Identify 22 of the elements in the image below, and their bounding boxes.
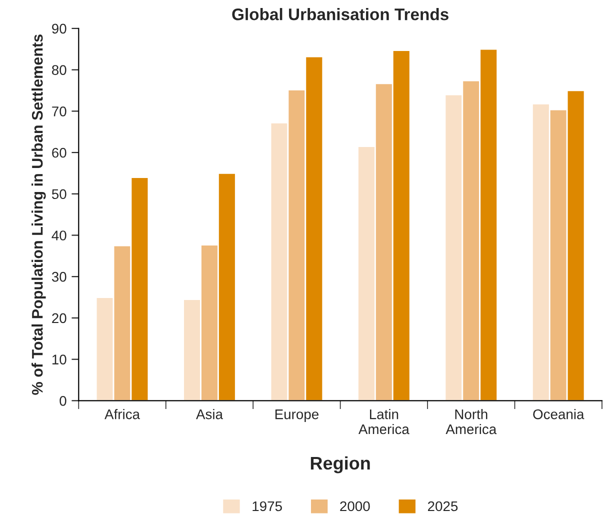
y-tick-label: 50: [52, 189, 66, 200]
y-axis-title: % of Total Population Living in Urban Settlements: [32, 34, 46, 395]
y-tick-label: 20: [52, 313, 66, 324]
x-tick-label: Europe: [275, 410, 318, 422]
chart-title: Global Urbanisation Trends: [232, 8, 448, 20]
y-tick-label: 40: [52, 230, 66, 240]
x-tick-label: Africa: [104, 409, 140, 420]
legend-label: 2025: [428, 501, 458, 512]
y-tick-label: 60: [52, 148, 66, 158]
legend-label: 2000: [340, 501, 370, 512]
x-axis-title: Region: [310, 456, 370, 474]
legend-label: 1975: [252, 501, 282, 512]
y-tick-label: 80: [52, 65, 66, 75]
y-tick-label: 30: [52, 272, 66, 282]
y-tick-label: 0: [60, 396, 66, 406]
y-tick-label: 90: [52, 24, 66, 34]
x-tick-label: North America: [446, 409, 497, 434]
y-tick-label: 70: [52, 106, 66, 116]
x-tick-label: Oceania: [533, 409, 584, 420]
y-tick-label: 10: [52, 354, 66, 364]
x-tick-label: Asia: [196, 409, 223, 420]
x-tick-label: Latin America: [358, 409, 410, 434]
